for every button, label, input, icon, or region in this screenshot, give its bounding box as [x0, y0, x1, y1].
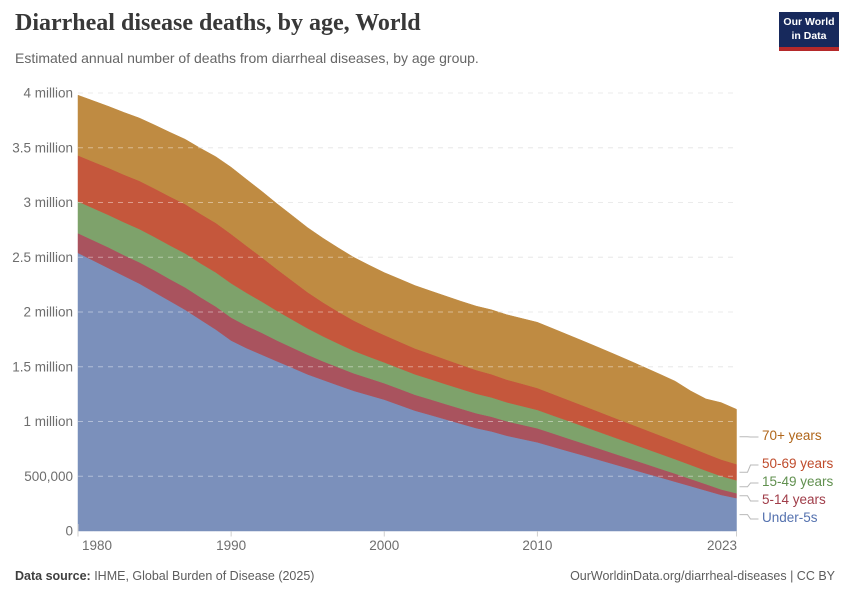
x-tick-label: 1980 — [82, 538, 112, 553]
legend-item-50-69-years[interactable]: 50-69 years — [762, 456, 834, 471]
y-tick-label: 4 million — [23, 86, 73, 101]
y-tick-label: 0 — [65, 524, 73, 539]
x-tick-label: 2023 — [707, 538, 737, 553]
data-source: Data source: IHME, Global Burden of Dise… — [15, 569, 314, 583]
legend-connector — [739, 514, 759, 520]
legend-connector — [739, 482, 759, 488]
y-tick-label: 3.5 million — [12, 140, 73, 155]
legend-item-under-5s[interactable]: Under-5s — [762, 510, 818, 525]
legend-item-70-plus-years[interactable]: 70+ years — [762, 428, 822, 443]
owid-logo-line2: in Data — [791, 29, 827, 42]
footer-link[interactable]: OurWorldinData.org/diarrheal-diseases | … — [570, 569, 835, 583]
x-tick-label: 2010 — [522, 538, 552, 553]
legend-connector — [739, 495, 759, 502]
y-tick-label: 500,000 — [24, 469, 73, 484]
y-tick-label: 1.5 million — [12, 359, 73, 374]
legend-item-5-14-years[interactable]: 5-14 years — [762, 492, 826, 507]
y-tick-label: 3 million — [23, 195, 73, 210]
y-tick-label: 2 million — [23, 305, 73, 320]
x-tick-label: 1990 — [216, 538, 246, 553]
area-70-years[interactable] — [77, 94, 737, 465]
data-source-label: Data source: — [15, 569, 91, 583]
chart-footer: Data source: IHME, Global Burden of Dise… — [15, 569, 835, 583]
y-tick-label: 2.5 million — [12, 250, 73, 265]
owid-logo[interactable]: Our World in Data — [779, 12, 839, 52]
legend-item-15-49-years[interactable]: 15-49 years — [762, 474, 834, 489]
chart-subtitle: Estimated annual number of deaths from d… — [15, 50, 479, 66]
data-source-text: IHME, Global Burden of Disease (2025) — [90, 569, 315, 583]
x-tick-label: 2000 — [369, 538, 399, 553]
y-tick-label: 1 million — [23, 414, 73, 429]
legend-connector — [739, 464, 759, 473]
owid-logo-line1: Our World — [783, 16, 835, 28]
chart-title: Diarrheal disease deaths, by age, World — [15, 10, 421, 36]
